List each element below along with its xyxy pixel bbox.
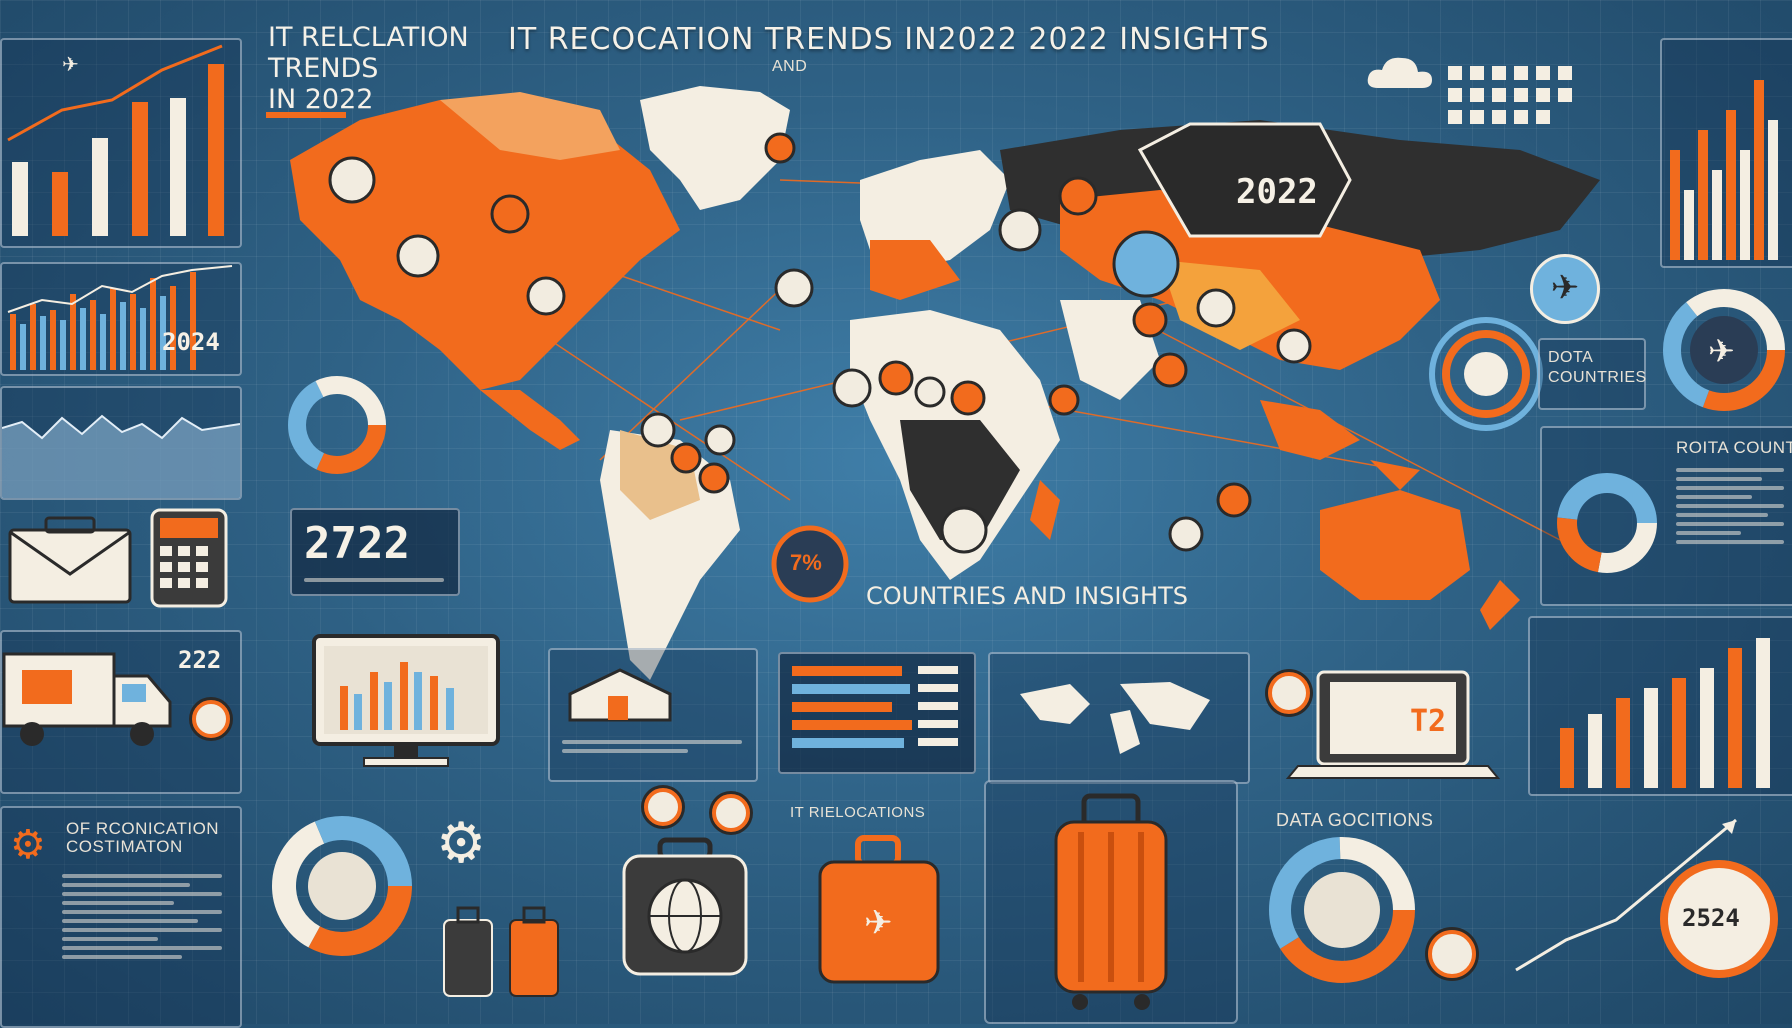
right-bar-chart	[1670, 80, 1778, 260]
dota-panel: DOTA COUNTRIES	[1538, 338, 1646, 410]
left-bottom-panel: OF RCONICATION COSTIMATON ⚙	[0, 806, 242, 1028]
gauge-number: 2524	[1682, 904, 1740, 932]
countries-donut	[1557, 473, 1657, 573]
laptop-icon	[1285, 670, 1501, 779]
cloud-icon	[1364, 50, 1436, 97]
right-bar-chart-2	[1560, 638, 1770, 788]
relocations-heading: IT RIELOCATIONS	[790, 804, 926, 821]
left-area-chart	[1, 414, 241, 498]
map-center-caption: COUNTRIES AND INSIGHTS	[866, 582, 1188, 610]
mini-world-map	[1020, 682, 1210, 754]
gauge-badge	[1660, 860, 1778, 978]
horizontal-bar-panel	[778, 652, 976, 774]
countries-panel: ROITA COUNTRIES	[1540, 426, 1792, 606]
calendar-panel: 2722	[290, 508, 460, 596]
envelope-icon	[6, 514, 136, 611]
data-heading: DATA GOCITIONS	[1276, 810, 1434, 830]
gear-icon-middle: ⚙	[436, 811, 487, 874]
right-bars-panel-2	[1528, 616, 1792, 796]
target-icon	[1426, 314, 1546, 439]
globe-icon	[620, 836, 750, 991]
rolling-suitcase-icon	[1054, 793, 1168, 1010]
side-title-underline	[266, 112, 346, 118]
mini-map-panel	[988, 652, 1250, 784]
side-title: IT RELCLATION TRENDS IN 2022	[268, 22, 469, 115]
countries-heading: ROITA COUNTRIES	[1676, 438, 1792, 457]
main-title: IT RECOCATION TRENDS IN2022 2022 INSIGHT…	[508, 22, 1270, 57]
truck-icon	[2, 646, 182, 761]
calendar-number: 2722	[304, 518, 410, 569]
middle-badge-icon-2	[712, 794, 750, 832]
monitor-icon	[310, 632, 502, 777]
suitcase-icon: ✈	[814, 834, 944, 999]
donut-chart-small	[282, 370, 392, 485]
calculator-icon	[150, 508, 228, 613]
house-icon	[568, 668, 672, 722]
right-top-bars-panel	[1660, 38, 1792, 268]
laptop-badge-icon	[1268, 672, 1310, 714]
left-bottom-heading: OF RCONICATION COSTIMATON	[66, 819, 220, 856]
plane-icon-right: ✈	[1530, 254, 1600, 324]
map-percent-badge: 7%	[790, 550, 822, 575]
right-small-badge-icon	[1428, 930, 1476, 978]
svg-text:✈: ✈	[864, 903, 893, 943]
svg-text:✈: ✈	[1708, 332, 1735, 370]
dota-label: DOTA COUNTRIES	[1548, 349, 1647, 386]
left-bar-chart	[7, 44, 224, 236]
data-donut	[1262, 830, 1422, 995]
horizontal-bar-chart	[792, 666, 958, 748]
left-area-chart-panel	[0, 386, 242, 500]
left-line-chart-panel: 2024	[0, 262, 242, 376]
main-title-sub: AND	[772, 58, 808, 75]
left-chart-year: 2024	[162, 328, 220, 356]
middle-badge-icon-1	[644, 788, 682, 826]
calendar-grid-icon	[1448, 66, 1598, 141]
small-suitcases-icon	[440, 900, 570, 1015]
donut-chart-large	[272, 816, 412, 956]
plane-icon: ✈	[62, 54, 79, 76]
laptop-panel: T2	[1254, 654, 1502, 794]
laptop-text: T2	[1410, 704, 1447, 739]
map-year-badge: 2022	[1236, 172, 1318, 212]
left-bar-chart-panel: ✈	[0, 38, 242, 248]
left-donut-panel	[262, 800, 422, 990]
left-badge-icon	[192, 700, 230, 738]
truck-number: 222	[178, 646, 222, 674]
luggage-panel	[984, 780, 1238, 1024]
truck-panel: 222	[0, 630, 242, 794]
gear-icon: ⚙	[10, 823, 46, 867]
house-panel	[548, 648, 758, 782]
left-line-chart	[7, 265, 233, 370]
trend-arrow	[1506, 800, 1776, 985]
compass-gauge: ✈	[1660, 286, 1788, 419]
